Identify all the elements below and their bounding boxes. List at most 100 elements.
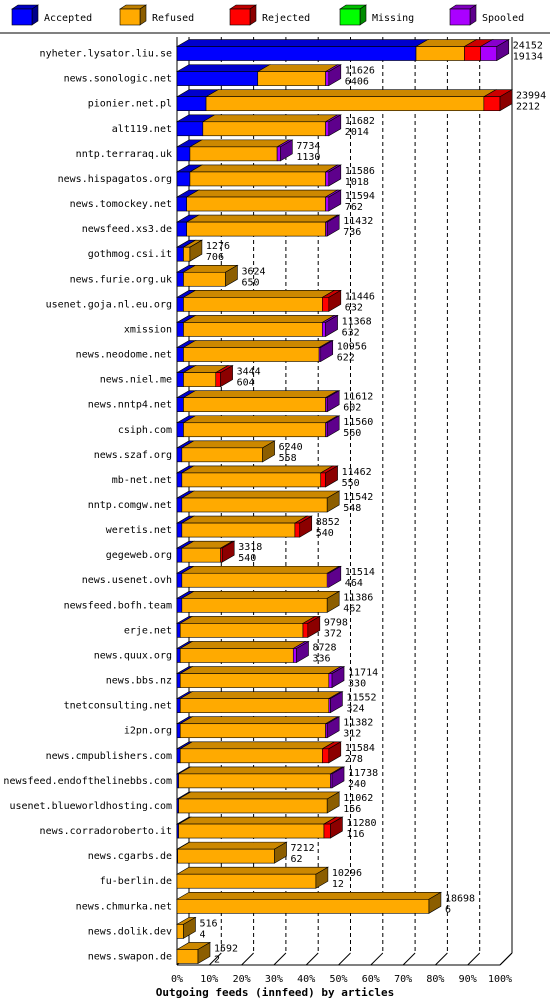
bar-segment-9-1 [183,271,226,287]
legend-swatch-4 [449,8,471,26]
category-label-19: weretis.net [106,525,172,536]
bar-segment-34-1 [176,898,430,914]
bar-segment-5-0 [176,171,191,187]
refused-label-5: 1018 [345,177,369,188]
bar-side-21 [328,565,342,588]
bar-top-27-1 [179,716,339,725]
legend-label-1: Refused [152,13,194,24]
legend-swatch-1 [119,8,141,26]
bar-side-8 [189,239,203,262]
right-axis-depth [499,952,513,966]
bar-segment-27-0 [176,723,181,739]
bar-segment-19-0 [176,522,183,538]
bar-side-25 [331,666,345,689]
offered-label-3: 11682 [345,116,375,127]
bar-segment-2-1 [205,96,485,112]
bar-side-4 [280,139,293,162]
bar-segment-6-0 [176,196,187,212]
refused-label-14: 602 [343,403,361,414]
bar-side-22 [326,590,340,613]
offered-label-11: 11368 [342,316,372,327]
x-tick-label-4: 40% [297,974,315,985]
grid-foot-5 [338,952,351,966]
x-tick-label-9: 90% [459,974,477,985]
bar-top-16-1 [180,440,276,449]
bar-top-17-1 [180,465,334,474]
legend-label-4: Spooled [482,13,524,24]
bar-segment-28-2 [322,748,330,764]
bar-segment-10-1 [183,297,323,312]
bar-side-14 [326,390,340,413]
offered-label-32: 7212 [291,843,315,854]
bar-top-12-1 [182,340,333,348]
bar-segment-10-0 [176,297,184,312]
bar-segment-3-1 [202,121,326,137]
category-label-10: usenet.goja.nl.eu.org [46,299,172,310]
offered-label-34: 18698 [445,893,475,904]
bar-segment-16-1 [181,447,263,463]
refused-label-33: 12 [332,879,344,890]
refused-label-2: 2212 [516,102,540,113]
legend-label-2: Rejected [262,13,310,24]
bar-segment-13-1 [183,372,217,387]
refused-label-20: 540 [238,553,256,564]
grid-foot-4 [305,952,319,966]
bar-segment-27-1 [179,723,326,739]
bar-segment-13-0 [176,372,184,387]
bar-segment-20-1 [181,547,221,563]
category-label-36: news.swapon.de [88,951,172,962]
bar-top-19-1 [180,515,309,524]
bar-side-29 [331,766,345,789]
bar-segment-0-2 [464,46,481,61]
bar-top-0-0 [175,39,430,47]
legend-label-3: Missing [372,13,414,24]
bar-segment-25-4 [328,673,333,688]
refused-label-16: 558 [279,453,297,464]
offered-label-10: 11446 [345,291,375,302]
x-axis-label: Outgoing feeds (innfeed) by articles [156,986,394,999]
bar-segment-2-2 [483,96,501,112]
bar-segment-33-1 [176,873,317,889]
refused-label-0: 19134 [513,52,543,63]
offered-label-23: 9798 [324,617,348,628]
bar-segment-15-1 [183,422,326,438]
bar-segment-28-0 [176,748,181,764]
bar-side-30 [326,791,340,814]
bar-segment-35-1 [176,924,184,939]
refused-label-34: 6 [445,904,451,915]
category-label-21: news.usenet.ovh [82,575,172,586]
bar-top-6-1 [185,189,339,198]
x-tick-label-2: 20% [233,974,251,985]
category-label-13: news.niel.me [100,375,172,386]
refused-label-31: 116 [346,829,364,840]
grid-foot-9 [467,952,481,966]
offered-label-29: 11738 [348,768,378,779]
category-label-20: gegeweb.org [106,550,172,561]
bar-segment-25-1 [179,673,330,688]
bar-segment-3-0 [176,121,204,137]
category-label-0: nyheter.lysator.liu.se [40,49,172,60]
bar-top-11-1 [182,315,336,323]
legend: Accepted Refused Rejected Missing Spooled [0,4,550,34]
x-tick-label-5: 50% [329,974,347,985]
bar-segment-6-1 [186,196,326,212]
offered-label-36: 1592 [214,943,238,954]
bar-side-9 [225,264,238,287]
bar-top-15-1 [182,415,339,424]
refused-label-12: 622 [337,353,355,364]
category-label-27: i2pn.org [124,726,172,737]
offered-label-8: 1276 [206,241,230,252]
bar-segment-17-2 [320,472,326,488]
bar-side-1 [328,64,342,87]
bar-segment-11-1 [183,322,323,337]
bar-segment-11-4 [322,322,326,337]
grid-foot-6 [370,952,384,966]
bar-segment-26-1 [179,698,330,713]
bar-segment-17-0 [176,472,183,488]
category-label-30: usenet.blueworldhosting.com [9,801,172,812]
bar-segment-19-2 [294,522,301,538]
bar-side-18 [326,490,340,513]
bar-segment-20-0 [176,547,183,563]
bar-segment-1-0 [176,71,259,86]
bar-segment-9-0 [176,271,184,287]
